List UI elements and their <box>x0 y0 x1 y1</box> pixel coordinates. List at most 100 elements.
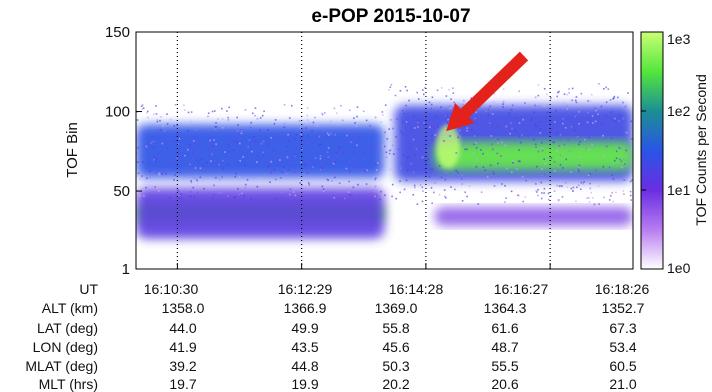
noise-speckle <box>567 139 570 142</box>
noise-speckle <box>504 201 506 203</box>
noise-speckle <box>449 105 451 108</box>
noise-speckle <box>421 156 423 159</box>
noise-speckle <box>349 109 351 112</box>
noise-speckle <box>541 147 544 149</box>
noise-speckle <box>173 125 176 127</box>
noise-speckle <box>280 135 283 138</box>
noise-speckle <box>403 188 406 191</box>
noise-speckle <box>625 131 628 134</box>
noise-speckle <box>470 97 473 99</box>
noise-speckle <box>293 154 296 156</box>
noise-speckle <box>611 174 614 176</box>
noise-speckle <box>443 140 445 142</box>
noise-speckle <box>525 179 528 182</box>
noise-speckle <box>462 144 465 147</box>
noise-speckle <box>575 101 578 104</box>
noise-speckle <box>516 168 518 170</box>
noise-speckle <box>159 129 162 131</box>
noise-speckle <box>612 98 614 100</box>
noise-speckle <box>141 104 144 106</box>
noise-speckle <box>301 184 303 187</box>
noise-speckle <box>484 114 487 116</box>
noise-speckle <box>196 179 198 182</box>
ephemeris-cell-r4-c4: 60.5 <box>609 358 636 374</box>
noise-speckle <box>220 107 223 110</box>
noise-speckle <box>412 193 415 196</box>
noise-speckle <box>474 117 476 120</box>
noise-speckle <box>511 104 514 107</box>
noise-speckle <box>166 113 168 115</box>
noise-speckle <box>306 107 309 109</box>
noise-speckle <box>577 168 580 171</box>
noise-speckle <box>597 113 599 116</box>
noise-speckle <box>593 203 596 206</box>
noise-speckle <box>319 143 322 146</box>
noise-speckle <box>511 171 513 174</box>
noise-speckle <box>195 177 198 180</box>
noise-speckle <box>190 181 193 184</box>
noise-speckle <box>374 195 376 198</box>
noise-speckle <box>410 162 413 165</box>
noise-speckle <box>396 118 398 120</box>
noise-speckle <box>522 118 524 121</box>
noise-speckle <box>323 112 326 114</box>
noise-speckle <box>602 120 604 122</box>
noise-speckle <box>173 179 175 181</box>
noise-speckle <box>529 120 532 122</box>
noise-speckle <box>194 139 196 141</box>
noise-speckle <box>244 109 247 111</box>
noise-speckle <box>623 179 625 181</box>
noise-speckle <box>250 198 252 201</box>
noise-speckle <box>605 86 607 89</box>
noise-speckle <box>540 181 543 184</box>
noise-speckle <box>519 160 521 163</box>
noise-speckle <box>559 154 562 157</box>
noise-speckle <box>292 198 294 201</box>
noise-speckle <box>578 115 580 118</box>
noise-speckle <box>475 165 478 168</box>
noise-speckle <box>462 103 464 106</box>
noise-speckle <box>228 106 231 109</box>
noise-speckle <box>327 156 330 159</box>
noise-speckle <box>381 111 384 113</box>
noise-speckle <box>559 134 562 136</box>
noise-speckle <box>352 140 354 143</box>
noise-speckle <box>197 160 200 163</box>
noise-speckle <box>461 199 464 202</box>
noise-speckle <box>464 148 466 151</box>
noise-speckle <box>348 170 351 173</box>
noise-speckle <box>592 122 594 124</box>
noise-speckle <box>553 141 556 144</box>
noise-speckle <box>148 170 151 173</box>
noise-speckle <box>175 134 178 136</box>
noise-speckle <box>209 138 212 140</box>
noise-speckle <box>187 111 190 114</box>
noise-speckle <box>562 122 564 125</box>
noise-speckle <box>561 196 564 198</box>
noise-speckle <box>379 198 381 201</box>
noise-speckle <box>306 114 308 117</box>
noise-speckle <box>613 95 616 98</box>
ephemeris-cell-r1-c1: 1366.9 <box>284 300 327 316</box>
noise-speckle <box>616 96 619 99</box>
noise-speckle <box>176 189 179 192</box>
noise-speckle <box>169 196 171 199</box>
noise-speckle <box>541 174 544 177</box>
noise-speckle <box>209 160 212 162</box>
noise-speckle <box>451 87 454 89</box>
noise-speckle <box>258 136 260 139</box>
noise-speckle <box>543 87 546 90</box>
noise-speckle <box>279 159 281 161</box>
noise-speckle <box>537 188 539 191</box>
noise-speckle <box>308 160 311 162</box>
noise-speckle <box>225 137 228 139</box>
noise-speckle <box>380 190 382 193</box>
noise-speckle <box>497 125 499 128</box>
noise-speckle <box>273 123 276 125</box>
noise-speckle <box>389 86 392 89</box>
noise-speckle <box>527 134 530 137</box>
noise-speckle <box>579 156 581 159</box>
noise-speckle <box>489 105 491 108</box>
noise-speckle <box>270 171 273 174</box>
noise-speckle <box>543 173 545 176</box>
